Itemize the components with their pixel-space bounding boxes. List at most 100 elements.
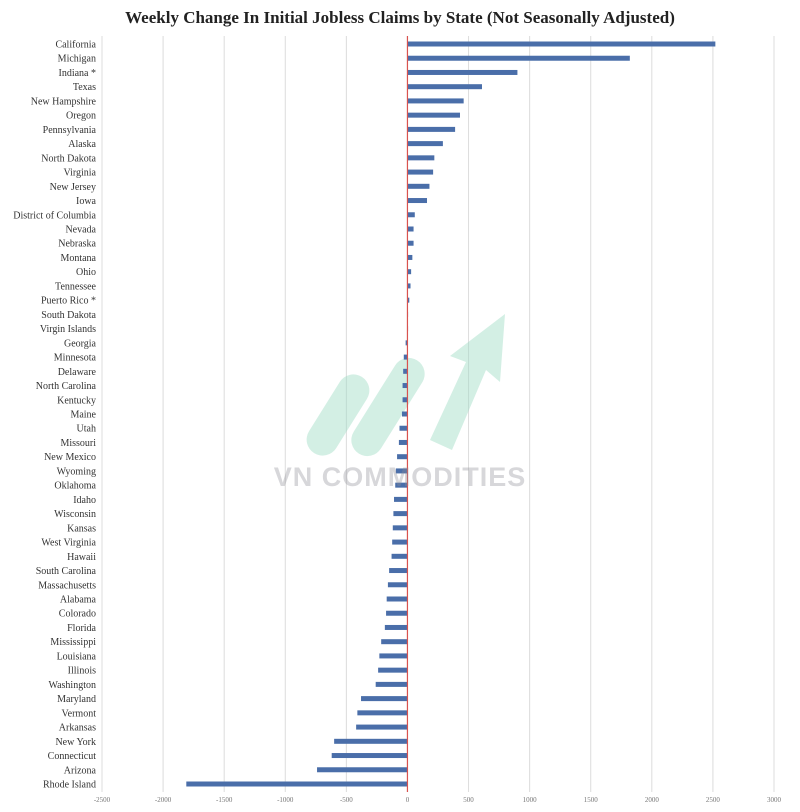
bar [398,439,408,445]
category-label: Texas [73,82,96,93]
bar [393,511,408,517]
x-tick-label: -1000 [277,796,294,804]
x-tick-label: -500 [340,796,353,804]
bar [386,596,408,602]
bar [357,710,408,716]
category-label: Maryland [57,694,96,705]
bar [405,340,408,346]
bar [356,724,408,730]
category-label: Oregon [66,111,96,122]
bar [407,254,413,260]
category-label: Louisiana [57,651,97,662]
bar [407,141,443,147]
category-label: Nevada [65,225,96,236]
category-label: Puerto Rico * [41,296,96,307]
x-tick-label: 2500 [706,796,721,804]
watermark-bar-shape [306,374,370,456]
bar [384,624,408,630]
bar [379,653,408,659]
bar [395,482,408,488]
bars [186,41,716,787]
bar [407,198,428,204]
x-tick-label: 0 [406,796,410,804]
category-label: District of Columbia [13,210,96,221]
category-label: North Carolina [36,381,97,392]
category-label: Connecticut [48,751,97,762]
category-label: Tennessee [55,281,97,292]
category-label: Georgia [64,338,97,349]
bar [395,468,408,474]
category-label: New Jersey [50,182,96,193]
bar [407,269,412,275]
category-label: Minnesota [54,353,97,364]
bar [331,753,408,759]
category-label: Kansas [67,523,96,534]
bar [392,539,408,545]
bar [407,297,410,303]
bar [389,568,408,574]
category-label: Idaho [73,495,96,506]
category-label: Arizona [64,765,97,776]
bar [407,98,464,104]
category-label: Ohio [76,267,96,278]
bar [397,454,408,460]
category-label: New Mexico [44,452,96,463]
bar [407,69,518,75]
category-label: Alabama [60,595,97,606]
category-label: Mississippi [50,637,96,648]
bar [407,283,411,289]
category-label: Delaware [58,367,97,378]
category-label: Maine [70,410,96,421]
bar [407,155,435,161]
category-label: Wyoming [57,466,96,477]
watermark-bar-shape [351,357,425,457]
category-label: Indiana * [59,68,97,79]
bar [378,667,408,673]
category-label: Illinois [68,666,96,677]
bar [407,55,630,61]
bar [407,240,414,246]
x-tick-label: -1500 [216,796,233,804]
x-tick-label: 3000 [767,796,782,804]
bar [401,411,408,417]
category-label: Florida [67,623,96,634]
bar [394,496,408,502]
bar [392,525,408,531]
category-label: Utah [77,424,96,435]
category-label: Massachusetts [38,580,96,591]
category-label: Rhode Island [43,780,96,791]
category-label: Pennsylvania [43,125,97,136]
bar [407,84,482,90]
bar [317,767,408,773]
category-label: Arkansas [59,723,96,734]
bar [386,610,408,616]
category-label: Washington [48,680,96,691]
bar [403,354,408,360]
chart-title: Weekly Change In Initial Jobless Claims … [125,8,675,27]
bar [375,681,408,687]
bar [186,781,408,787]
category-label: Iowa [76,196,97,207]
category-label: Montana [60,253,96,264]
bar [407,112,460,118]
category-label: Missouri [60,438,96,449]
bar [407,226,414,232]
bar [402,397,408,403]
category-label: South Carolina [36,566,97,577]
bar [334,738,408,744]
category-label: Virginia [63,168,96,179]
bar [407,126,456,132]
category-label: Oklahoma [54,481,96,492]
watermark-logo [306,314,505,457]
category-label: Colorado [59,609,96,620]
category-label: Kentucky [57,395,96,406]
bar [403,368,408,374]
category-label: North Dakota [41,153,96,164]
bar [407,183,430,189]
watermark-text: VN COMMODITIES [273,462,527,492]
x-tick-label: 500 [463,796,474,804]
bar [381,639,408,645]
category-labels: California Michigan Indiana * Texas New Hamp… [13,40,96,791]
